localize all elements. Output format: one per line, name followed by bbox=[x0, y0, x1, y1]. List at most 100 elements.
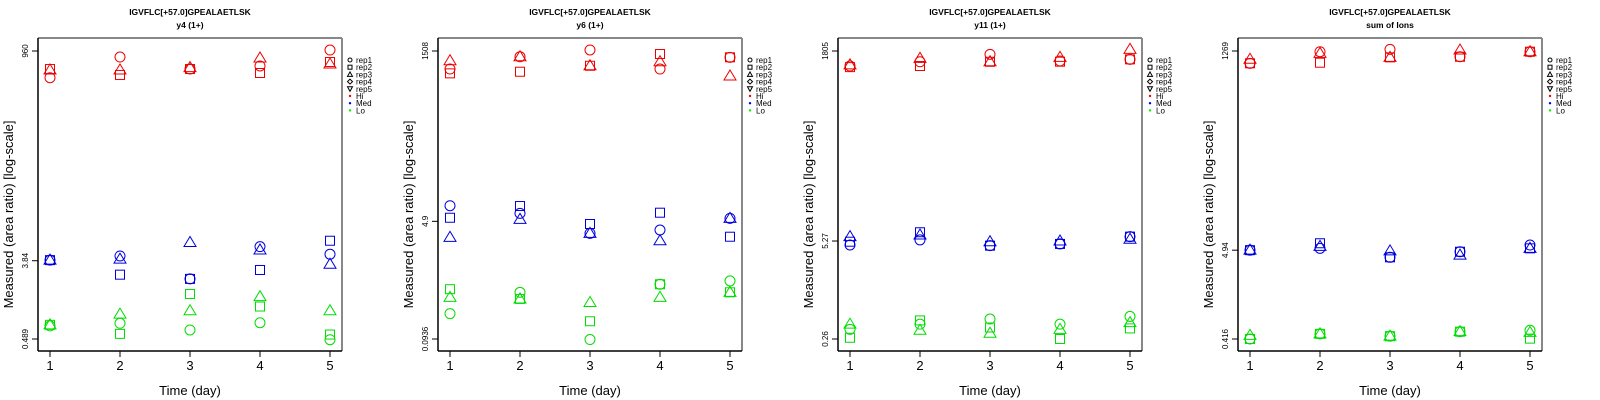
legend-med-icon bbox=[748, 102, 752, 105]
legend-hi-icon bbox=[348, 94, 352, 98]
legend-hi-icon bbox=[1548, 94, 1552, 98]
point-hi-rep2-day4 bbox=[655, 49, 665, 60]
legend-label: rep3 bbox=[756, 70, 773, 79]
point-med-rep3-day4 bbox=[653, 233, 667, 246]
legend-label: rep1 bbox=[1156, 56, 1173, 65]
point-med-rep2-day4 bbox=[1055, 238, 1065, 249]
point-med-rep3-day3 bbox=[583, 226, 597, 238]
point-med-rep3-day2 bbox=[513, 212, 527, 224]
point-lo-rep1-day5 bbox=[1524, 324, 1536, 336]
point-lo-rep3-day2 bbox=[513, 291, 527, 304]
point-hi-rep3-day1 bbox=[443, 53, 457, 66]
data-points bbox=[43, 44, 337, 346]
chart-subtitle: sum of Ions bbox=[1366, 20, 1414, 30]
x-tick-label: 3 bbox=[986, 358, 993, 373]
point-lo-rep2-day1 bbox=[445, 284, 455, 295]
legend-rep3-icon bbox=[1546, 70, 1554, 77]
point-lo-rep3-day3 bbox=[183, 303, 197, 316]
point-med-rep2-day2 bbox=[1315, 238, 1325, 249]
legend-hi-icon bbox=[1148, 94, 1152, 98]
point-hi-rep3-day1 bbox=[843, 57, 857, 70]
scatter-plot: IGVFLC[+57.0]GPEALAETLSK y11 (1+) 1805 5.27… bbox=[801, 7, 1173, 398]
legend-rep4-icon bbox=[746, 78, 754, 85]
y-tick-label: 5.27 bbox=[821, 233, 830, 249]
plot-frame bbox=[437, 37, 743, 352]
point-hi-rep1-day4 bbox=[254, 60, 266, 72]
point-lo-rep1-day3 bbox=[984, 313, 996, 325]
point-med-rep2-day2 bbox=[515, 201, 525, 212]
legend-label: rep5 bbox=[1156, 85, 1173, 94]
point-med-rep1-day2 bbox=[114, 250, 126, 262]
chart-title: IGVFLC[+57.0]GPEALAETLSK bbox=[1329, 7, 1451, 17]
y-tick-label: 4.94 bbox=[1221, 242, 1230, 258]
legend-rep2-icon bbox=[1547, 64, 1553, 70]
x-tick-label: 1 bbox=[1246, 358, 1253, 373]
x-axis-label: Time (day) bbox=[959, 383, 1021, 398]
legend-label: Med bbox=[1156, 99, 1172, 108]
legend-label: rep3 bbox=[356, 70, 373, 79]
point-hi-rep1-day3 bbox=[584, 44, 596, 56]
point-med-rep3-day3 bbox=[983, 234, 997, 247]
point-med-rep3-day3 bbox=[1383, 243, 1397, 256]
point-med-rep2-day4 bbox=[1455, 246, 1465, 257]
chart-subtitle: y4 (1+) bbox=[176, 20, 203, 30]
x-axis-label: Time (day) bbox=[559, 383, 621, 398]
point-lo-rep3-day3 bbox=[583, 295, 597, 307]
legend-rep2-icon bbox=[747, 64, 753, 70]
point-lo-rep3-day4 bbox=[1453, 324, 1467, 337]
y-axis-label: Measured (area ratio) [log-scale] bbox=[801, 121, 816, 309]
chart-title: IGVFLC[+57.0]GPEALAETLSK bbox=[529, 7, 651, 17]
point-med-rep2-day5 bbox=[325, 235, 335, 246]
point-lo-rep3-day1 bbox=[43, 317, 57, 330]
point-lo-rep1-day4 bbox=[1054, 318, 1066, 330]
x-tick-label: 5 bbox=[1126, 358, 1133, 373]
point-hi-rep1-day4 bbox=[654, 63, 666, 75]
point-hi-rep1-day3 bbox=[984, 48, 996, 60]
point-lo-rep2-day3 bbox=[585, 316, 595, 327]
point-hi-rep2-day2 bbox=[915, 61, 925, 72]
x-tick-label: 1 bbox=[46, 358, 53, 373]
point-lo-rep1-day5 bbox=[1124, 310, 1136, 322]
point-hi-rep3-day2 bbox=[113, 63, 127, 75]
point-med-rep3-day5 bbox=[723, 211, 737, 223]
point-med-rep1-day1 bbox=[844, 239, 856, 251]
point-med-rep3-day5 bbox=[1123, 232, 1137, 244]
point-med-rep3-day2 bbox=[913, 227, 927, 240]
point-med-rep2-day4 bbox=[255, 264, 265, 275]
legend-rep4-icon bbox=[346, 78, 354, 85]
legend-lo-icon bbox=[748, 109, 752, 112]
y-tick-label: 0.26 bbox=[821, 331, 830, 347]
point-med-rep1-day3 bbox=[184, 273, 196, 285]
legend-lo-icon bbox=[1548, 109, 1552, 112]
point-lo-rep2-day5 bbox=[325, 329, 335, 340]
x-tick-label: 2 bbox=[916, 358, 923, 373]
point-hi-rep3-day1 bbox=[1243, 52, 1257, 64]
point-med-rep3-day1 bbox=[43, 253, 57, 265]
x-tick-label: 1 bbox=[846, 358, 853, 373]
chart-subtitle: y6 (1+) bbox=[576, 20, 603, 30]
point-med-rep1-day4 bbox=[254, 241, 266, 253]
data-points bbox=[443, 44, 737, 346]
point-hi-rep3-day3 bbox=[1383, 50, 1397, 62]
point-med-rep1-day1 bbox=[444, 200, 456, 212]
point-hi-rep3-day1 bbox=[43, 63, 57, 75]
legend-label: rep4 bbox=[756, 78, 773, 87]
data-points bbox=[1243, 43, 1537, 345]
point-med-rep2-day2 bbox=[915, 227, 925, 238]
point-lo-rep3-day3 bbox=[983, 326, 997, 338]
legend-label: Med bbox=[1556, 99, 1572, 108]
y-tick-label: 0.416 bbox=[1221, 328, 1230, 349]
chart-title: IGVFLC[+57.0]GPEALAETLSK bbox=[929, 7, 1051, 17]
point-med-rep2-day3 bbox=[185, 273, 195, 284]
legend-label: rep1 bbox=[1556, 56, 1573, 65]
point-lo-rep1-day4 bbox=[654, 278, 666, 290]
point-lo-rep3-day3 bbox=[1383, 329, 1397, 341]
legend-hi-icon bbox=[748, 94, 752, 98]
point-med-rep3-day1 bbox=[1243, 243, 1257, 255]
point-hi-rep3-day2 bbox=[913, 51, 927, 63]
